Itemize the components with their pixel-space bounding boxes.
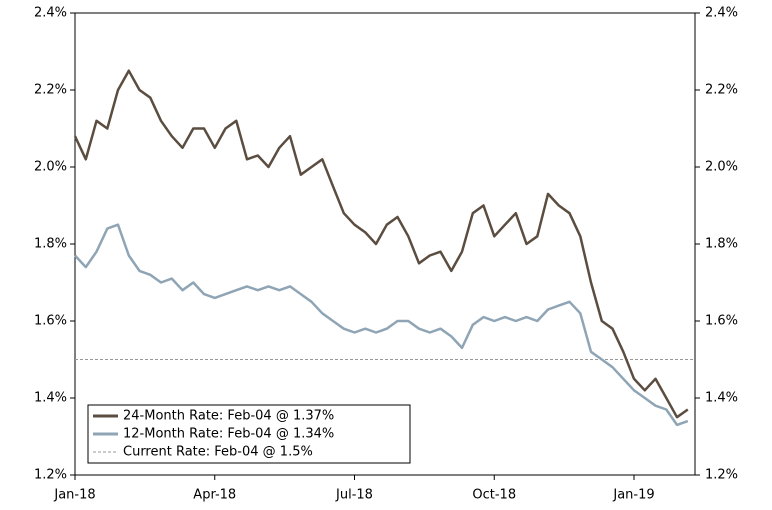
legend-label: Current Rate: Feb-04 @ 1.5%: [123, 445, 313, 460]
x-tick-label: Jul-18: [335, 488, 373, 503]
y2-tick-label: 1.4%: [705, 391, 738, 406]
x-tick-label: Jan-18: [53, 488, 95, 503]
y2-tick-label: 1.2%: [705, 468, 738, 483]
y-tick-label: 1.8%: [34, 237, 67, 252]
y-tick-label: 1.4%: [34, 391, 67, 406]
y-tick-label: 2.2%: [34, 83, 67, 98]
legend-label: 24-Month Rate: Feb-04 @ 1.37%: [123, 409, 334, 424]
legend-label: 12-Month Rate: Feb-04 @ 1.34%: [123, 427, 334, 442]
y-tick-label: 1.6%: [34, 314, 67, 329]
series-line: [74, 223, 689, 427]
y-tick-label: 2.0%: [34, 160, 67, 175]
y-tick-label: 2.4%: [34, 6, 67, 21]
legend-box: [87, 404, 411, 464]
x-tick-label: Apr-18: [193, 488, 236, 503]
x-tick-label: Oct-18: [472, 488, 516, 503]
series-line: [73, 69, 689, 419]
y2-tick-label: 2.2%: [705, 83, 738, 98]
y2-tick-label: 1.8%: [705, 237, 738, 252]
y2-tick-label: 1.6%: [705, 314, 738, 329]
y-tick-label: 1.2%: [34, 468, 67, 483]
x-tick-label: Jan-19: [612, 488, 654, 503]
y2-tick-label: 2.4%: [705, 6, 738, 21]
y2-tick-label: 2.0%: [705, 160, 738, 175]
